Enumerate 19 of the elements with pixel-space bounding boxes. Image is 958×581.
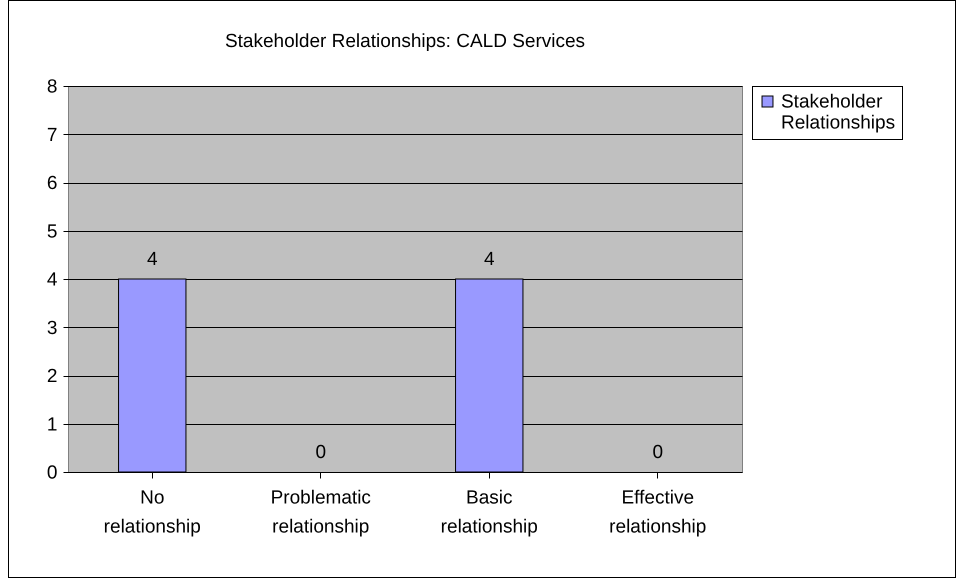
data-label: 0 <box>652 442 664 463</box>
x-tick-label: Effective relationship <box>609 488 706 538</box>
x-tick-label: Basic relationship <box>440 488 538 538</box>
y-tick-label: 3 <box>46 318 58 339</box>
y-tick-label: 6 <box>46 173 58 194</box>
x-tick-label: Problematic relationship <box>270 488 371 538</box>
y-tick-label: 5 <box>46 221 58 242</box>
chart-title: Stakeholder Relationships: CALD Services <box>224 31 586 52</box>
legend-label: Stakeholder Relationships <box>781 92 896 134</box>
data-label: 4 <box>484 249 495 270</box>
y-tick-label: 7 <box>46 124 58 146</box>
y-tick-label: 2 <box>46 366 58 387</box>
y-tick-label: 1 <box>46 414 58 436</box>
y-tick-label: 4 <box>46 270 58 290</box>
y-tick-label: 0 <box>46 462 58 484</box>
data-label: 4 <box>146 249 158 270</box>
y-tick-label: 8 <box>46 76 58 98</box>
x-tick-label: No relationship <box>104 488 201 538</box>
data-label: 0 <box>315 442 326 463</box>
